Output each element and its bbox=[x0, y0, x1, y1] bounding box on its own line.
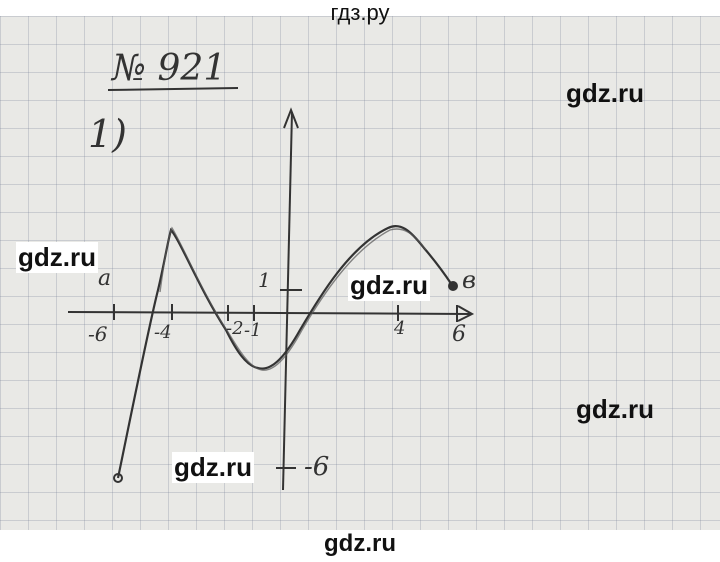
problem-number: № 921 bbox=[112, 48, 227, 89]
left-endpoint bbox=[113, 473, 123, 483]
y-axis bbox=[282, 111, 293, 491]
problem-part: 1) bbox=[88, 112, 128, 156]
watermark-right-mid: gdz.ru bbox=[576, 394, 654, 424]
watermark-top: гдз.ру bbox=[330, 0, 390, 25]
right-end-label: в bbox=[462, 266, 476, 294]
x-tick-label-neg4: -4 bbox=[154, 322, 172, 343]
x-axis-arrow bbox=[457, 305, 475, 322]
title-underline bbox=[107, 87, 239, 91]
y-tick-label-1: 1 bbox=[258, 268, 271, 292]
x-tick-label-neg6: -6 bbox=[88, 322, 108, 346]
watermark-center: gdz.ru bbox=[348, 270, 430, 301]
x-tick-label-6: 6 bbox=[452, 322, 466, 347]
left-end-label: a bbox=[98, 266, 112, 291]
x-tick-label-4: 4 bbox=[394, 318, 406, 339]
watermark-right-top: gdz.ru bbox=[566, 78, 644, 108]
y-axis-arrow bbox=[283, 107, 299, 129]
watermark-bottom-left: gdz.ru bbox=[172, 452, 254, 483]
x-axis bbox=[67, 311, 471, 315]
function-curve-retrace bbox=[159, 226, 427, 371]
right-endpoint bbox=[448, 281, 458, 291]
x-tick-label-neg1: -1 bbox=[244, 320, 262, 341]
watermark-left-mid: gdz.ru bbox=[16, 242, 98, 273]
watermark-bottom: gdz.ru bbox=[324, 530, 396, 557]
y-tick-label-neg6: -6 bbox=[304, 452, 330, 482]
x-tick-label-neg2: -2 bbox=[226, 318, 244, 339]
